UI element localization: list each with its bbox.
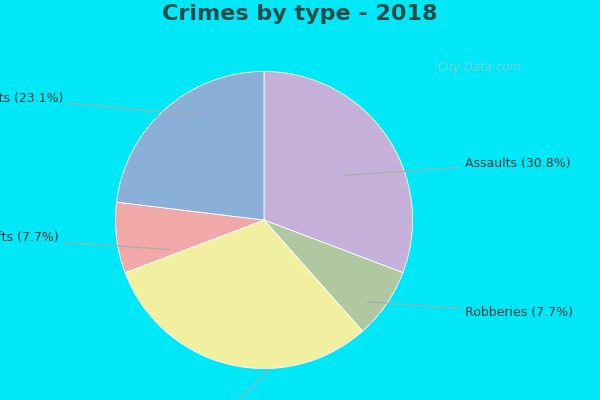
Text: Burglaries (30.8%): Burglaries (30.8%) (168, 370, 286, 400)
Wedge shape (264, 220, 403, 331)
Wedge shape (125, 220, 362, 368)
Wedge shape (116, 72, 264, 220)
Wedge shape (264, 72, 413, 273)
Text: Robberies (7.7%): Robberies (7.7%) (368, 302, 572, 319)
Text: Crimes by type - 2018: Crimes by type - 2018 (162, 4, 438, 24)
Text: Thefts (23.1%): Thefts (23.1%) (0, 92, 205, 116)
Wedge shape (115, 202, 264, 273)
Text: Auto thefts (7.7%): Auto thefts (7.7%) (0, 231, 169, 250)
Text: Assaults (30.8%): Assaults (30.8%) (344, 157, 570, 175)
Text: City-Data.com: City-Data.com (438, 62, 522, 74)
